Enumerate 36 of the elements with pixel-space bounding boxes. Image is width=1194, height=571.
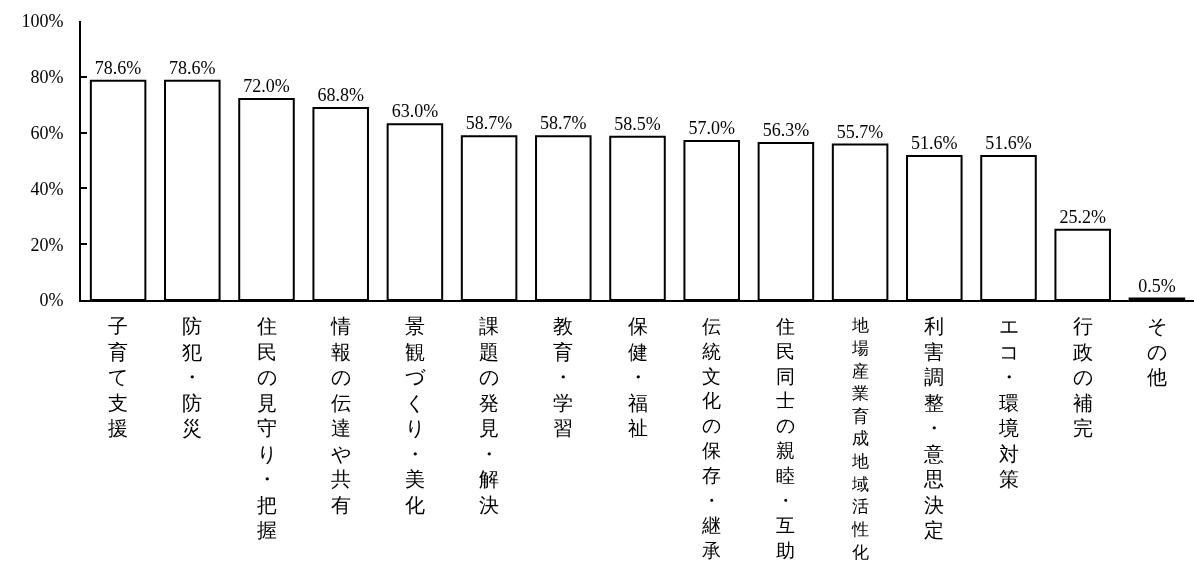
y-tick-label: 20% <box>30 234 64 255</box>
data-label: 57.0% <box>688 117 735 138</box>
data-label: 58.7% <box>465 113 513 134</box>
data-label: 0.5% <box>1138 275 1176 296</box>
x-tick-label: 行政の補完 <box>1072 316 1093 440</box>
data-label: 51.6% <box>911 133 958 154</box>
y-tick-label: 100% <box>21 11 64 32</box>
data-label: 68.8% <box>317 85 364 106</box>
x-tick-label: 景観づくり・美化 <box>404 316 426 516</box>
y-tick-label: 60% <box>30 122 64 143</box>
data-label: 55.7% <box>836 121 884 142</box>
x-tick-label: 子育て支援 <box>108 316 129 440</box>
data-label: 25.2% <box>1059 206 1106 227</box>
x-tick-label: 課題の発見・解決 <box>479 316 500 516</box>
category-label: 利害調整・意思決定 <box>924 316 945 542</box>
data-label: 56.3% <box>762 119 810 140</box>
x-tick-label: 情報の伝達や共有 <box>329 316 351 516</box>
category-label: 住民の見守り・把握 <box>256 316 277 542</box>
x-tick-label: その他 <box>1146 316 1167 389</box>
x-tick-label: 教育・学習 <box>553 316 574 440</box>
data-label: 51.6% <box>985 133 1032 154</box>
y-tick-label: 40% <box>30 178 64 199</box>
x-tick-label: 防犯・防災 <box>182 316 203 440</box>
category-label: 地場産業育成地域活性化 <box>851 316 869 562</box>
x-tick-label: 保健・福祉 <box>627 316 648 440</box>
y-tick-label: 0% <box>39 290 64 311</box>
data-label: 78.6% <box>169 57 216 78</box>
data-label: 78.6% <box>94 57 142 78</box>
data-label: 72.0% <box>243 76 290 97</box>
x-tick-label: エコ・環境対策 <box>997 316 1019 491</box>
category-label: 伝統文化の保存・継承 <box>702 315 722 561</box>
data-label: 58.7% <box>540 113 587 134</box>
category-label: 住民同士の親睦・互助 <box>776 315 796 561</box>
y-tick-label: 80% <box>30 67 64 88</box>
data-label: 58.5% <box>614 113 661 134</box>
data-label: 63.0% <box>391 101 439 122</box>
